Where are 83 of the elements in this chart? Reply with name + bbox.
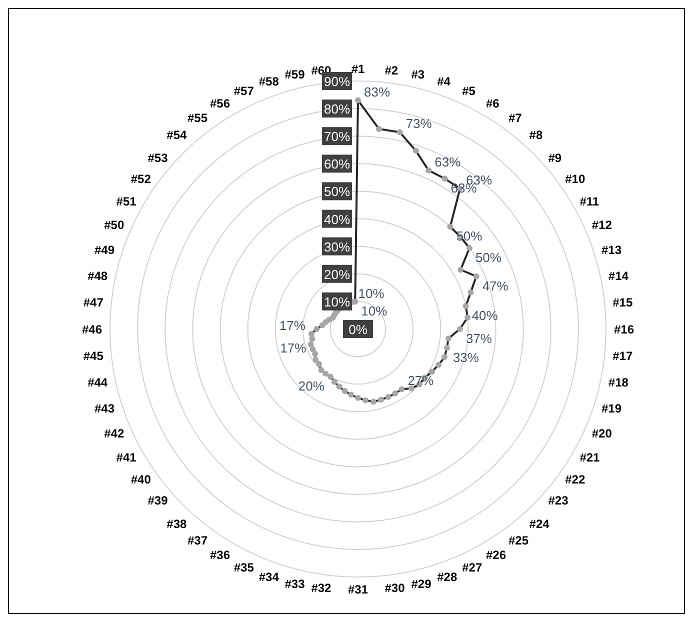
spoke-label: #59 [284,68,306,82]
spoke-label: #45 [83,349,104,364]
spoke-label: #52 [130,172,152,186]
spoke-label: #2 [384,63,398,78]
data-label: 50% [475,250,502,266]
y-tick-label: 0% [348,322,368,337]
spoke-label: #54 [166,128,188,142]
spoke-label: #21 [580,450,600,464]
spoke-label: #39 [148,494,168,508]
data-label: 50% [456,228,483,244]
data-label: 63% [434,154,462,170]
spoke-label: #12 [592,218,612,232]
spoke-label: #47 [83,296,104,310]
spoke-label: #41 [116,450,137,464]
data-label: 73% [406,116,432,132]
spoke-label: #25 [508,534,529,548]
spoke-label: #11 [580,194,600,208]
spoke-label: #23 [548,494,569,508]
spoke-label: #26 [486,548,506,562]
spoke-label: #57 [234,84,254,98]
spoke-label: #34 [258,570,280,584]
data-label: 40% [472,308,498,324]
y-tick-label: 90% [324,74,350,89]
data-label: 17% [279,318,306,333]
spoke-label: #51 [116,194,137,208]
y-tick-label: 40% [324,212,350,227]
y-tick-label: 30% [324,239,350,254]
spoke-label: #49 [94,243,115,258]
spoke-label: #3 [411,68,425,82]
data-label: 37% [466,331,492,346]
spoke-label: #24 [529,516,550,531]
spoke-label: #42 [104,426,124,440]
y-tick-label: 70% [324,129,350,144]
spoke-label: #9 [548,150,562,165]
data-label: 83% [364,84,390,100]
spoke-label: #32 [311,581,332,596]
spoke-label: #6 [486,96,500,110]
spoke-label: #27 [462,560,482,574]
y-tick-label: 20% [324,266,350,282]
spoke-label: #37 [187,534,208,548]
spoke-label: #40 [130,472,152,487]
spoke-label: #19 [601,401,622,416]
spoke-label: #5 [462,84,476,98]
data-label: 10% [358,286,385,302]
data-label: 47% [482,278,509,294]
spoke-label: #53 [148,150,168,165]
data-label: 27% [408,373,434,388]
spoke-label: #1 [351,62,365,76]
spoke-label: #44 [88,375,108,390]
data-label: 33% [452,350,480,365]
spoke-label: #15 [612,296,633,310]
spoke-label: #35 [234,560,254,574]
spoke-label: #48 [88,269,108,284]
spoke-label: #10 [565,172,586,186]
spoke-label: #8 [529,128,543,142]
spoke-label: #58 [258,74,280,89]
data-label: 20% [298,378,325,394]
spoke-label: #20 [592,426,612,440]
spoke-label: #16 [614,322,634,336]
spoke-label: #13 [601,243,622,258]
spoke-label: #38 [166,516,188,531]
y-tick-label: 60% [324,156,350,172]
spoke-label: #18 [608,375,629,390]
spoke-label: #30 [384,581,406,596]
spoke-label: #14 [608,269,629,284]
spoke-label: #43 [94,401,115,416]
spoke-label: #55 [187,110,208,125]
y-tick-label: 80% [324,102,350,117]
spoke-label: #33 [284,576,306,591]
spoke-label: #46 [82,322,102,336]
spoke-label: #29 [411,576,432,591]
spoke-label: #17 [612,349,633,364]
spoke-label: #56 [210,96,230,110]
data-label: 10% [361,304,388,319]
y-tick-label: 50% [324,184,350,200]
spoke-label: #31 [348,582,368,597]
spoke-label: #36 [210,548,230,562]
spoke-label: #28 [437,570,458,584]
spoke-label: #7 [508,110,522,125]
spoke-label: #4 [437,74,451,89]
spoke-label: #22 [565,472,586,487]
spoke-label: #50 [104,218,124,232]
data-label: 17% [280,340,307,356]
